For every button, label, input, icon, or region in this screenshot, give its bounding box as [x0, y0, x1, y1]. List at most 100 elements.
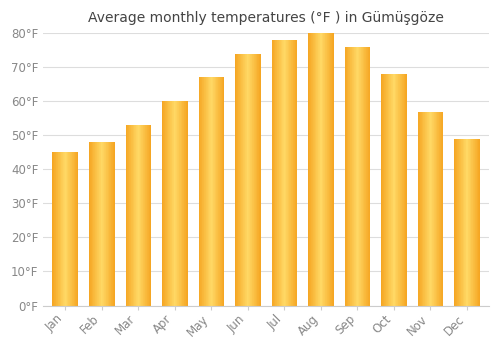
Bar [317, 33, 318, 306]
Bar [67, 152, 68, 306]
Bar [149, 125, 150, 306]
Bar [469, 139, 470, 306]
Bar [66, 152, 67, 306]
Bar [294, 40, 296, 306]
Bar [133, 125, 134, 306]
Bar [77, 152, 78, 306]
Bar [402, 74, 403, 306]
Bar [220, 77, 221, 306]
Bar [98, 142, 100, 306]
Bar [283, 40, 284, 306]
Bar [143, 125, 144, 306]
Bar [392, 74, 394, 306]
Bar [64, 152, 66, 306]
Bar [169, 101, 170, 306]
Bar [254, 54, 255, 306]
Bar [360, 47, 362, 306]
Bar [424, 112, 425, 306]
Bar [314, 33, 315, 306]
Bar [424, 112, 426, 306]
Bar [52, 152, 53, 306]
Bar [350, 47, 351, 306]
Bar [144, 125, 146, 306]
Bar [418, 112, 419, 306]
Bar [292, 40, 294, 306]
Bar [101, 142, 102, 306]
Bar [419, 112, 420, 306]
Bar [75, 152, 76, 306]
Bar [322, 33, 323, 306]
Bar [135, 125, 136, 306]
Bar [96, 142, 98, 306]
Bar [328, 33, 330, 306]
Bar [344, 47, 346, 306]
Bar [430, 112, 431, 306]
Bar [92, 142, 93, 306]
Bar [110, 142, 112, 306]
Bar [276, 40, 278, 306]
Bar [109, 142, 110, 306]
Bar [94, 142, 95, 306]
Bar [310, 33, 312, 306]
Bar [150, 125, 151, 306]
Bar [285, 40, 286, 306]
Bar [62, 152, 64, 306]
Bar [318, 33, 319, 306]
Bar [246, 54, 248, 306]
Bar [321, 33, 322, 306]
Bar [348, 47, 349, 306]
Bar [278, 40, 280, 306]
Bar [94, 142, 96, 306]
Bar [58, 152, 59, 306]
Bar [250, 54, 251, 306]
Bar [256, 54, 257, 306]
Bar [405, 74, 406, 306]
Bar [466, 139, 467, 306]
Bar [171, 101, 172, 306]
Bar [354, 47, 355, 306]
Bar [138, 125, 139, 306]
Bar [390, 74, 392, 306]
Bar [134, 125, 135, 306]
Bar [403, 74, 404, 306]
Bar [358, 47, 359, 306]
Bar [288, 40, 289, 306]
Bar [432, 112, 433, 306]
Bar [142, 125, 143, 306]
Bar [347, 47, 348, 306]
Bar [137, 125, 138, 306]
Bar [460, 139, 462, 306]
Bar [216, 77, 217, 306]
Bar [148, 125, 149, 306]
Bar [242, 54, 243, 306]
Bar [249, 54, 250, 306]
Bar [458, 139, 460, 306]
Bar [73, 152, 74, 306]
Bar [326, 33, 328, 306]
Bar [386, 74, 387, 306]
Bar [93, 142, 94, 306]
Bar [127, 125, 128, 306]
Bar [108, 142, 109, 306]
Bar [320, 33, 321, 306]
Bar [461, 139, 462, 306]
Bar [165, 101, 166, 306]
Bar [455, 139, 456, 306]
Bar [316, 33, 317, 306]
Bar [56, 152, 57, 306]
Bar [434, 112, 435, 306]
Bar [324, 33, 325, 306]
Bar [472, 139, 473, 306]
Bar [289, 40, 290, 306]
Bar [382, 74, 383, 306]
Bar [182, 101, 183, 306]
Bar [295, 40, 296, 306]
Bar [247, 54, 248, 306]
Bar [251, 54, 252, 306]
Bar [324, 33, 326, 306]
Bar [276, 40, 277, 306]
Bar [184, 101, 185, 306]
Bar [100, 142, 101, 306]
Bar [477, 139, 478, 306]
Bar [474, 139, 476, 306]
